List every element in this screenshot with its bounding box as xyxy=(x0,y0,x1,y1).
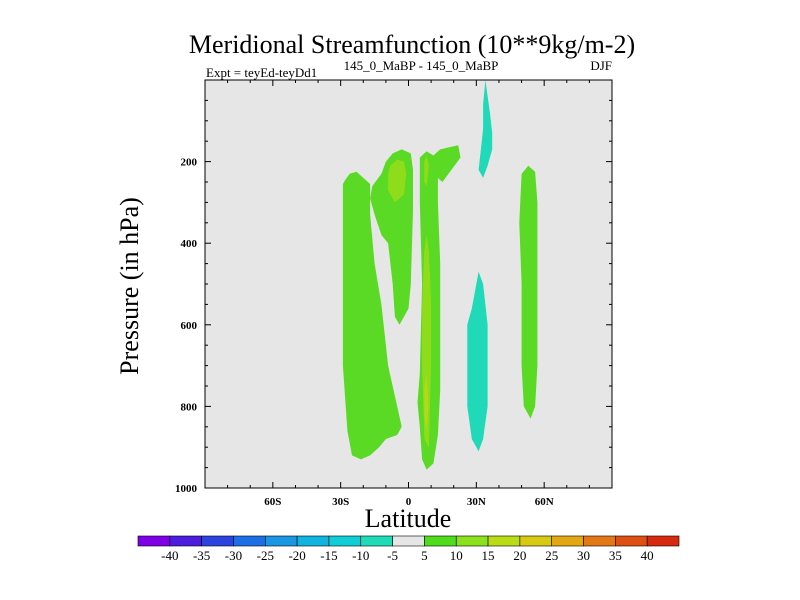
colorbar-swatch xyxy=(201,535,234,547)
colorbar-label: -25 xyxy=(257,548,274,563)
colorbar-swatch xyxy=(583,535,616,547)
colorbar-swatch xyxy=(487,535,521,547)
colorbar-label: 15 xyxy=(482,548,495,563)
colorbar-label: 30 xyxy=(577,548,590,563)
colorbar-swatch xyxy=(264,535,298,547)
colorbar-swatch xyxy=(233,535,266,547)
colorbar-swatch xyxy=(551,535,584,547)
x-axis-label: Latitude xyxy=(365,504,452,533)
x-tick-label: 60S xyxy=(264,496,281,508)
colorbar-swatch xyxy=(360,535,393,547)
colorbar-label: -20 xyxy=(288,548,305,563)
colorbar-swatch xyxy=(392,535,425,547)
eq-yellowgreen-core xyxy=(424,155,429,187)
y-tick-label: 200 xyxy=(181,157,198,169)
sh-yellowgreen-core xyxy=(388,159,407,203)
colorbar-swatch xyxy=(296,535,330,547)
contour-regions xyxy=(342,80,538,470)
axis-ticks: 200 400 600 800 1000 60S 30S 0 30N 60N xyxy=(175,79,613,508)
nh-cyan-lower xyxy=(467,271,488,452)
eq-nh-green-arm xyxy=(433,145,461,182)
colorbar-swatch xyxy=(615,535,648,547)
y-tick-label: 1000 xyxy=(175,483,198,495)
colorbar-label: -5 xyxy=(387,548,398,563)
x-tick-label: 30S xyxy=(332,496,349,508)
colorbar-label: -35 xyxy=(193,548,210,563)
colorbar-swatch xyxy=(169,535,202,547)
x-tick-label: 30N xyxy=(467,496,486,508)
colorbar-swatch xyxy=(137,535,171,547)
colorbar-label: -40 xyxy=(161,548,178,563)
y-tick-label: 600 xyxy=(181,320,198,332)
x-tick-label: 60N xyxy=(535,496,554,508)
colorbar-label: 40 xyxy=(641,548,654,563)
colorbar-label: 20 xyxy=(513,548,526,563)
colorbar-label: 10 xyxy=(450,548,463,563)
y-tick-label: 800 xyxy=(181,401,198,413)
colorbar-label: -30 xyxy=(225,548,242,563)
subtitle-left: Expt = teyEd-teyDd1 xyxy=(206,65,317,80)
y-tick-label: 400 xyxy=(181,238,198,250)
colorbar-swatch xyxy=(424,535,457,547)
x-tick-label: 0 xyxy=(406,496,412,508)
colorbar-label: 25 xyxy=(545,548,558,563)
subtitle-center: 145_0_MaBP - 145_0_MaBP xyxy=(344,58,499,73)
colorbar-label: -15 xyxy=(320,548,337,563)
sh-green-cell xyxy=(342,171,402,460)
colorbar-swatch xyxy=(519,535,553,547)
nh-cyan-upper xyxy=(478,80,493,178)
colorbar-label: 5 xyxy=(421,548,428,563)
colorbar-swatch xyxy=(328,535,362,547)
colorbar: -40 -35 -30 -25 -20 -15 -10 -5 5 10 15 20 25 30 35 40 xyxy=(137,535,680,563)
colorbar-label: 35 xyxy=(609,548,622,563)
eq-yellow-sliver xyxy=(424,373,429,431)
colorbar-swatch xyxy=(646,535,680,547)
y-axis-label: Pressure (in hPa) xyxy=(115,197,144,375)
colorbar-swatch xyxy=(455,535,489,547)
chart-title: Meridional Streamfunction (10**9kg/m-2) xyxy=(189,30,635,59)
colorbar-label: -10 xyxy=(352,548,369,563)
subtitle-right: DJF xyxy=(590,58,612,73)
nh-green-cell xyxy=(519,165,538,419)
